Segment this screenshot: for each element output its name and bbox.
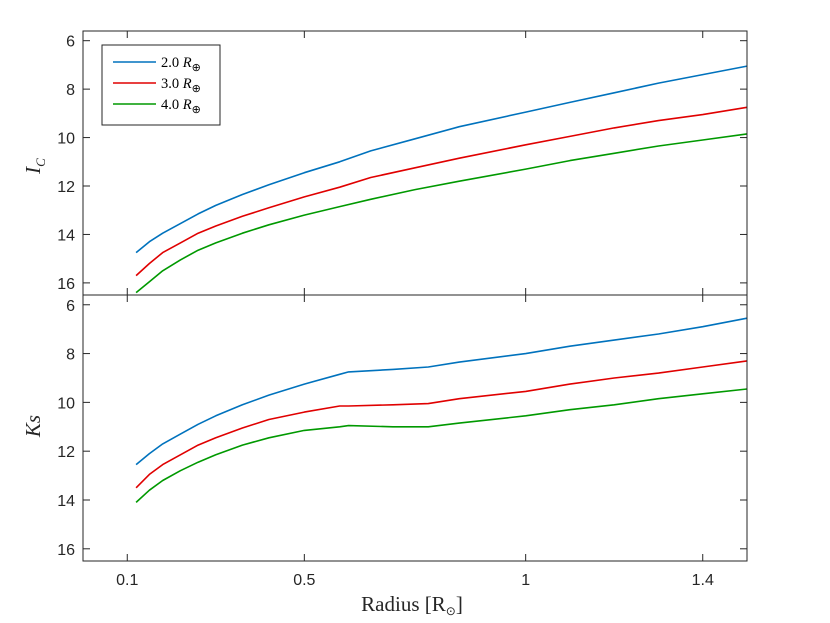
xtick-label: 1.4 [692, 572, 714, 589]
bottom-axes-frame [82, 294, 748, 562]
bottom-ytick-label: 16 [57, 542, 75, 559]
bottom-series-line-1 [135, 317, 748, 466]
top-ytick-label: 12 [57, 179, 75, 196]
bottom-panel: 6 8 10 12 14 16 0.1 0.5 1 1.4 [57, 294, 748, 589]
top-ytick-label: 14 [57, 227, 75, 244]
bottom-ytick-label: 14 [57, 493, 75, 510]
xlabel: Radius [R⊙] [361, 592, 463, 618]
legend-label-3: 4.0 R⊕ [161, 97, 201, 116]
legend-box [101, 44, 221, 126]
xtick-label: 0.1 [116, 572, 138, 589]
bottom-ytick-label: 12 [57, 444, 75, 461]
bottom-series-line-3 [135, 388, 748, 503]
bottom-ylabel: Ks [21, 415, 45, 438]
top-ytick-label: 16 [57, 276, 75, 293]
top-ylabel: IC [21, 158, 48, 175]
bottom-ytick-label: 8 [66, 347, 75, 364]
legend: 2.0 R⊕ 3.0 R⊕ 4.0 R⊕ [101, 44, 221, 126]
top-series-line-3 [135, 133, 748, 294]
top-ytick-label: 6 [66, 34, 75, 51]
top-ytick-label: 8 [66, 82, 75, 99]
bottom-series-line-2 [135, 360, 748, 489]
top-series-line-1 [135, 65, 748, 254]
xtick-label: 0.5 [293, 572, 315, 589]
top-series-line-2 [135, 106, 748, 277]
legend-label-1: 2.0 R⊕ [161, 55, 201, 74]
top-panel: 6 8 10 12 14 16 [57, 30, 748, 296]
xtick-label: 1 [521, 572, 530, 589]
bottom-ytick-label: 10 [57, 395, 75, 412]
legend-label-2: 3.0 R⊕ [161, 76, 201, 95]
bottom-ytick-label: 6 [66, 298, 75, 315]
top-ytick-label: 10 [57, 131, 75, 148]
